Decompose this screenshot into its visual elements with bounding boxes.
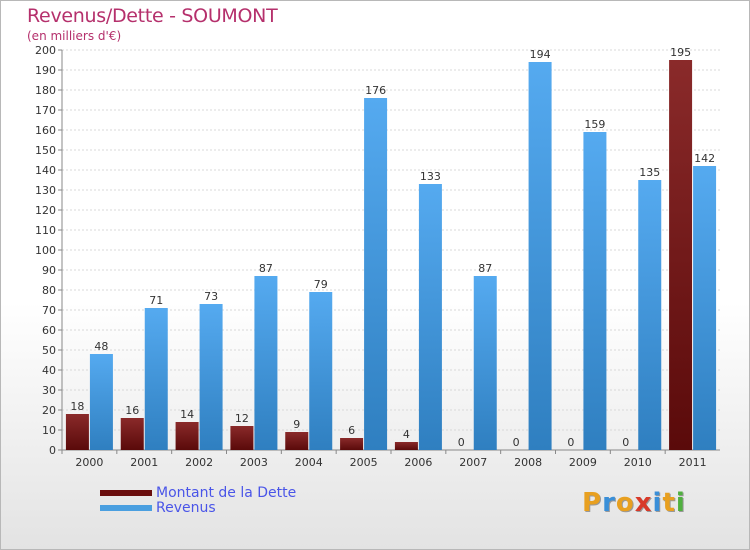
logo-letter: r bbox=[602, 488, 616, 518]
data-label-dette: 18 bbox=[70, 400, 84, 413]
x-tick-label: 2005 bbox=[350, 456, 378, 469]
y-tick-label: 0 bbox=[49, 444, 56, 457]
data-label-revenus: 176 bbox=[365, 84, 386, 97]
chart-title: Revenus/Dette - SOUMONT bbox=[27, 5, 278, 27]
data-label-dette: 9 bbox=[293, 418, 300, 431]
y-tick-label: 80 bbox=[42, 284, 56, 297]
bar-dette bbox=[120, 418, 144, 450]
bar-revenus bbox=[254, 276, 278, 450]
y-tick-label: 70 bbox=[42, 304, 56, 317]
y-tick-label: 170 bbox=[35, 104, 56, 117]
x-tick-label: 2007 bbox=[459, 456, 487, 469]
bar-dette bbox=[394, 442, 418, 450]
y-tick-label: 60 bbox=[42, 324, 56, 337]
bar-dette bbox=[340, 438, 364, 450]
y-tick-label: 140 bbox=[35, 164, 56, 177]
bar-revenus bbox=[638, 180, 662, 450]
bar-dette bbox=[669, 60, 693, 450]
bar-revenus bbox=[583, 132, 607, 450]
y-tick-label: 30 bbox=[42, 384, 56, 397]
y-tick-label: 50 bbox=[42, 344, 56, 357]
data-label-revenus: 133 bbox=[420, 170, 441, 183]
bar-dette bbox=[285, 432, 309, 450]
x-tick-label: 2002 bbox=[185, 456, 213, 469]
logo-letter: x bbox=[634, 488, 653, 518]
legend-item-dette: Montant de la Dette bbox=[100, 486, 296, 501]
x-tick-label: 2001 bbox=[130, 456, 158, 469]
data-label-revenus: 142 bbox=[694, 152, 715, 165]
data-label-dette: 0 bbox=[458, 436, 465, 449]
legend-label-dette: Montant de la Dette bbox=[156, 485, 297, 501]
proxiti-logo: Proxiti bbox=[582, 488, 686, 518]
x-tick-label: 2004 bbox=[295, 456, 323, 469]
bar-dette bbox=[230, 426, 254, 450]
legend-swatch-revenus bbox=[100, 505, 152, 511]
data-label-revenus: 194 bbox=[530, 48, 551, 61]
data-label-dette: 6 bbox=[348, 424, 355, 437]
y-tick-label: 100 bbox=[35, 244, 56, 257]
data-label-dette: 4 bbox=[403, 428, 410, 441]
bar-revenus bbox=[89, 354, 113, 450]
data-label-dette: 195 bbox=[670, 46, 691, 59]
bar-revenus bbox=[418, 184, 442, 450]
data-label-revenus: 71 bbox=[149, 294, 163, 307]
data-label-dette: 0 bbox=[622, 436, 629, 449]
x-tick-label: 2010 bbox=[624, 456, 652, 469]
data-label-revenus: 87 bbox=[259, 262, 273, 275]
data-label-dette: 14 bbox=[180, 408, 194, 421]
y-tick-label: 40 bbox=[42, 364, 56, 377]
legend-swatch-dette bbox=[100, 490, 152, 496]
data-label-revenus: 73 bbox=[204, 290, 218, 303]
x-tick-label: 2000 bbox=[75, 456, 103, 469]
y-tick-label: 160 bbox=[35, 124, 56, 137]
bar-revenus bbox=[693, 166, 717, 450]
data-label-dette: 0 bbox=[567, 436, 574, 449]
bar-dette bbox=[65, 414, 89, 450]
data-label-dette: 16 bbox=[125, 404, 139, 417]
data-label-dette: 12 bbox=[235, 412, 249, 425]
bar-revenus bbox=[528, 62, 552, 450]
data-label-revenus: 87 bbox=[478, 262, 492, 275]
y-tick-label: 10 bbox=[42, 424, 56, 437]
legend-item-revenus: Revenus bbox=[100, 501, 296, 516]
data-label-revenus: 159 bbox=[584, 118, 605, 131]
x-tick-label: 2011 bbox=[679, 456, 707, 469]
y-tick-label: 20 bbox=[42, 404, 56, 417]
x-tick-label: 2006 bbox=[404, 456, 432, 469]
bar-revenus bbox=[199, 304, 223, 450]
chart-subtitle: (en milliers d'€) bbox=[27, 29, 122, 43]
bar-revenus bbox=[364, 98, 388, 450]
y-tick-label: 90 bbox=[42, 264, 56, 277]
y-tick-label: 130 bbox=[35, 184, 56, 197]
y-tick-label: 200 bbox=[35, 44, 56, 57]
y-tick-label: 190 bbox=[35, 64, 56, 77]
logo-letter: t bbox=[662, 488, 676, 518]
legend-label-revenus: Revenus bbox=[156, 500, 216, 516]
data-label-revenus: 79 bbox=[314, 278, 328, 291]
x-tick-label: 2003 bbox=[240, 456, 268, 469]
logo-letter: i bbox=[652, 488, 663, 518]
data-label-revenus: 135 bbox=[639, 166, 660, 179]
logo-letter: i bbox=[675, 488, 686, 518]
bar-revenus bbox=[473, 276, 497, 450]
y-tick-label: 180 bbox=[35, 84, 56, 97]
data-label-dette: 0 bbox=[513, 436, 520, 449]
data-label-revenus: 48 bbox=[94, 340, 108, 353]
logo-letter: P bbox=[582, 488, 603, 518]
y-tick-label: 110 bbox=[35, 224, 56, 237]
y-tick-label: 120 bbox=[35, 204, 56, 217]
bar-revenus bbox=[309, 292, 333, 450]
chart-legend: Montant de la Dette Revenus bbox=[100, 486, 296, 516]
logo-letter: o bbox=[615, 488, 635, 518]
x-tick-label: 2008 bbox=[514, 456, 542, 469]
y-tick-label: 150 bbox=[35, 144, 56, 157]
bar-revenus bbox=[144, 308, 168, 450]
bar-dette bbox=[175, 422, 199, 450]
x-tick-label: 2009 bbox=[569, 456, 597, 469]
